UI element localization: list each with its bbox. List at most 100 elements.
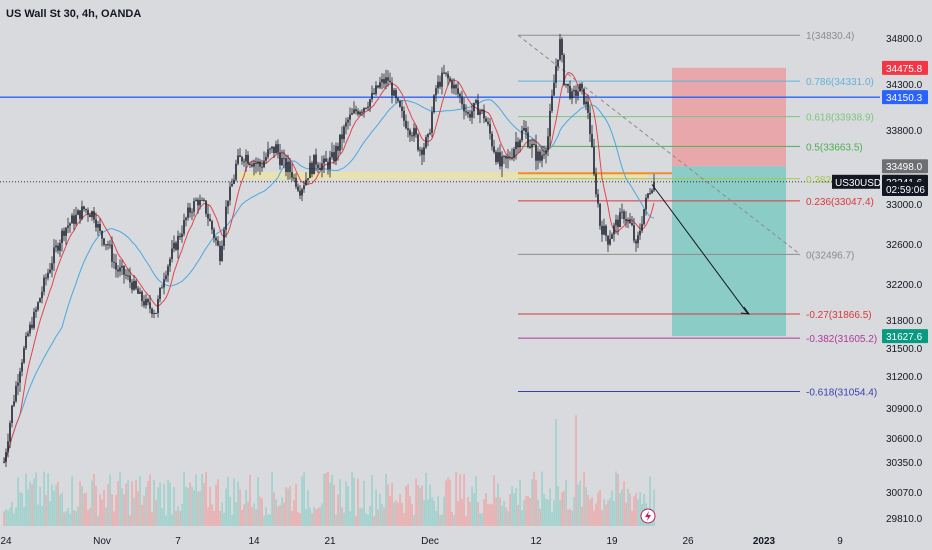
projection-line[interactable] xyxy=(651,184,749,315)
candle-body xyxy=(115,262,117,270)
candle-body xyxy=(117,269,119,272)
candle-body xyxy=(629,219,631,223)
volume-bar xyxy=(305,508,307,526)
candle-body xyxy=(571,91,573,99)
candle-body xyxy=(27,333,29,336)
volume-bar xyxy=(535,479,537,526)
candle-body xyxy=(639,230,641,236)
time-axis[interactable] xyxy=(0,530,932,550)
candle-body xyxy=(453,84,455,89)
y-tick-label: 33000.0 xyxy=(886,200,923,211)
volume-bar xyxy=(23,506,25,526)
candle-body xyxy=(363,108,365,112)
candle-body xyxy=(221,245,223,261)
x-tick-label: 7 xyxy=(175,536,181,547)
volume-bar xyxy=(395,500,397,526)
price-axis[interactable] xyxy=(880,0,932,530)
candle-body xyxy=(385,77,387,84)
support-zone[interactable] xyxy=(238,172,648,180)
candle-body xyxy=(173,242,175,249)
volume-bar xyxy=(205,472,207,526)
volume-bar xyxy=(555,419,557,526)
volume-bar xyxy=(163,483,165,526)
volume-bar xyxy=(151,512,153,526)
candle-body xyxy=(461,96,463,105)
candle-body xyxy=(145,299,147,306)
candle-body xyxy=(171,248,173,260)
fib-level-label: -0.618(31054.4) xyxy=(806,388,877,399)
volume-bar xyxy=(547,499,549,526)
candle-body xyxy=(543,154,545,156)
candle-body xyxy=(533,144,535,146)
volume-bar xyxy=(359,507,361,526)
candle-body xyxy=(283,158,285,160)
candle-body xyxy=(383,79,385,84)
take-profit-zone[interactable] xyxy=(672,166,786,337)
candle-body xyxy=(579,84,581,92)
volume-bar xyxy=(595,503,597,526)
candle-body xyxy=(29,324,31,334)
volume-bar xyxy=(407,483,409,526)
candle-body xyxy=(11,405,13,423)
candle-body xyxy=(189,207,191,213)
candle-body xyxy=(589,112,591,135)
volume-bar xyxy=(177,506,179,526)
volume-bar xyxy=(221,502,223,526)
candle-body xyxy=(101,230,103,239)
volume-bar xyxy=(391,483,393,526)
volume-bar xyxy=(435,510,437,526)
candle-body xyxy=(295,177,297,187)
volume-bar xyxy=(29,481,31,526)
candle-body xyxy=(367,106,369,108)
candle-body xyxy=(493,146,495,153)
candle-body xyxy=(469,113,471,118)
volume-bar xyxy=(285,487,287,526)
candle-body xyxy=(503,156,505,158)
candle-body xyxy=(365,107,367,109)
candle-body xyxy=(475,100,477,103)
volume-bar xyxy=(575,415,577,526)
volume-bar xyxy=(637,499,639,526)
candle-body xyxy=(545,150,547,155)
candle-body xyxy=(627,219,629,222)
candle-body xyxy=(529,146,531,148)
fib-trend-line[interactable] xyxy=(517,34,801,255)
candle-body xyxy=(381,79,383,83)
candle-body xyxy=(311,162,313,175)
volume-bar xyxy=(405,485,407,526)
candle-body xyxy=(443,72,445,74)
candle-body xyxy=(71,215,73,224)
volume-bar xyxy=(165,515,167,526)
candle-body xyxy=(23,348,25,363)
candle-body xyxy=(397,98,399,101)
candle-body xyxy=(341,134,343,140)
volume-bar xyxy=(461,498,463,526)
volume-bar xyxy=(627,489,629,526)
candle-body xyxy=(229,186,231,201)
candle-body xyxy=(25,335,27,349)
x-tick-label: Nov xyxy=(93,536,111,547)
candle-body xyxy=(301,189,303,196)
fib-level-label: 0.5(33663.5) xyxy=(806,142,863,153)
candle-body xyxy=(207,213,209,219)
candle-body xyxy=(195,199,197,201)
candle-body xyxy=(211,221,213,230)
price-badge xyxy=(882,90,928,105)
volume-bar xyxy=(57,481,59,526)
volume-bar xyxy=(61,492,63,526)
candle-body xyxy=(305,179,307,186)
candle-body xyxy=(177,235,179,250)
candle-body xyxy=(109,244,111,246)
volume-bar xyxy=(303,472,305,526)
candle-body xyxy=(561,39,563,56)
candle-body xyxy=(565,83,567,85)
volume-bar xyxy=(357,478,359,526)
volume-bar xyxy=(585,487,587,526)
candle-body xyxy=(451,80,453,89)
volume-bar xyxy=(449,479,451,526)
volume-bar xyxy=(99,494,101,526)
volume-bar xyxy=(201,473,203,526)
y-tick-label: 31500.0 xyxy=(886,344,923,355)
volume-bar xyxy=(153,479,155,526)
